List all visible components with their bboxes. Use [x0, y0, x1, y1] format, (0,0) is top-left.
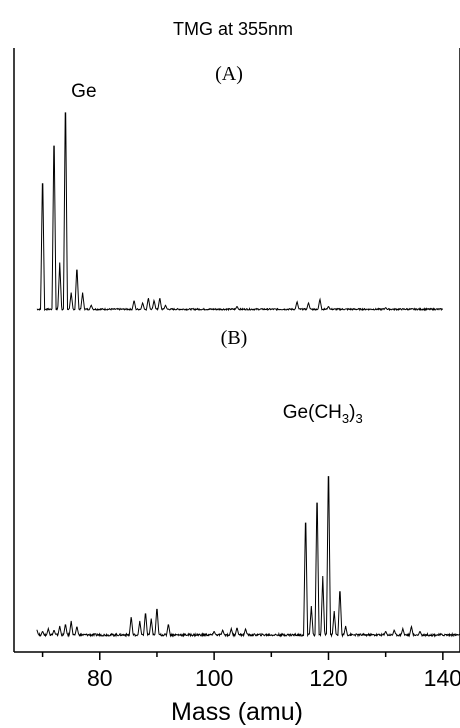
panel-b: (B) Ge(CH3)3 [36, 327, 460, 638]
x-axis-label: Mass (amu) [171, 698, 303, 726]
spectrum-trace-b [36, 476, 460, 638]
x-axis-ticks: 80 100 120 140 [41, 652, 460, 691]
panel-a: (A) Ge [36, 63, 444, 312]
peak-annotation-ge: Ge [71, 81, 96, 102]
x-tick-label: 80 [87, 665, 113, 691]
spectrum-trace-a [36, 112, 444, 312]
x-tick-label: 140 [424, 665, 460, 691]
x-tick-label: 100 [195, 665, 233, 691]
x-tick-label: 120 [309, 665, 347, 691]
chart-title: TMG at 355nm [173, 19, 293, 39]
panel-label-b: (B) [221, 327, 248, 349]
peak-annotation-gech3-3: Ge(CH3)3 [283, 402, 363, 426]
panel-label-a: (A) [215, 63, 243, 85]
